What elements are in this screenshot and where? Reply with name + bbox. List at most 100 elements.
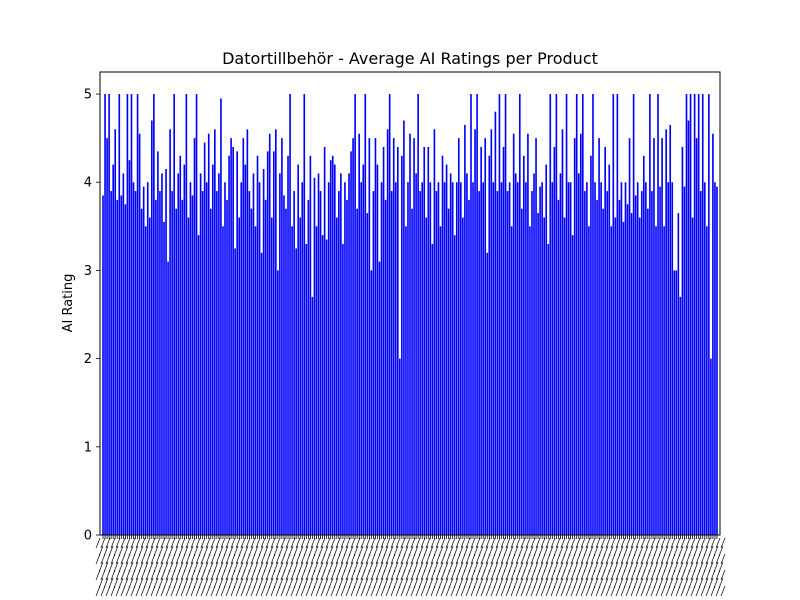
bar	[205, 182, 208, 536]
x-tick-label-stroke	[360, 569, 366, 581]
x-tick-label-stroke	[420, 553, 426, 565]
bar	[333, 164, 336, 535]
x-tick-label-stroke	[290, 585, 296, 597]
x-tick-label-stroke	[480, 569, 486, 581]
x-tick-label-stroke	[315, 553, 321, 565]
x-tick-label-stroke	[555, 569, 561, 581]
x-tick-label-stroke	[415, 553, 421, 565]
x-tick-label-stroke	[285, 569, 291, 581]
bar	[634, 195, 637, 535]
x-tick-label-stroke	[120, 569, 126, 581]
bar	[342, 243, 344, 535]
x-tick-label-stroke	[700, 569, 706, 581]
x-tick-label-stroke	[595, 585, 601, 597]
bar	[561, 129, 564, 535]
x-tick-label-stroke	[200, 585, 206, 597]
bar	[348, 173, 350, 536]
x-tick-label-stroke	[180, 537, 186, 549]
x-tick-label-stroke	[315, 569, 321, 581]
bar	[620, 182, 623, 536]
x-tick-label-stroke	[445, 569, 451, 581]
x-tick-label-stroke	[485, 553, 491, 565]
x-tick-label-stroke	[385, 537, 391, 549]
x-tick-label-stroke	[495, 585, 501, 597]
bar	[256, 155, 259, 535]
x-tick-label-stroke	[270, 553, 276, 565]
x-tick-label-stroke	[620, 553, 626, 565]
x-tick-label-stroke	[520, 553, 526, 565]
x-tick-label-stroke	[250, 585, 256, 597]
x-tick-label-stroke	[345, 585, 351, 597]
x-tick-label-stroke	[255, 537, 261, 549]
chart-title: Datortillbehör - Average AI Ratings per …	[222, 49, 598, 68]
bar	[136, 94, 139, 536]
x-tick-label-stroke	[575, 585, 581, 597]
bar	[222, 226, 224, 535]
bar	[293, 191, 295, 535]
bar	[498, 94, 501, 536]
bar	[661, 138, 663, 535]
bar	[673, 270, 676, 535]
bar	[588, 226, 590, 535]
x-tick-label-stroke	[510, 537, 516, 549]
bar	[581, 94, 584, 536]
y-tick-label: 3	[84, 264, 92, 279]
bar	[327, 182, 330, 536]
x-tick-label-stroke	[470, 569, 476, 581]
x-tick-label-stroke	[640, 585, 646, 597]
bar	[295, 248, 297, 535]
bar	[346, 199, 348, 535]
x-tick-label-stroke	[145, 569, 151, 581]
bar	[108, 94, 110, 536]
bar	[685, 94, 688, 536]
bar	[403, 120, 405, 535]
bar	[301, 182, 304, 536]
x-tick-label-stroke	[215, 569, 221, 581]
x-tick-label-stroke	[560, 553, 566, 565]
x-tick-label-stroke	[430, 585, 436, 597]
x-tick-label-stroke	[615, 585, 621, 597]
x-tick-label-stroke	[515, 569, 521, 581]
bar	[592, 94, 594, 536]
x-tick-label-stroke	[510, 553, 516, 565]
bar	[148, 217, 151, 535]
x-tick-label-stroke	[415, 585, 421, 597]
x-tick-label-stroke	[325, 537, 331, 549]
x-tick-label-stroke	[390, 585, 396, 597]
x-tick-label-stroke	[635, 569, 641, 581]
bar	[390, 191, 393, 535]
x-tick-label-stroke	[670, 585, 676, 597]
x-tick-label-stroke	[635, 553, 641, 565]
bar	[169, 129, 171, 535]
x-tick-label-stroke	[450, 569, 456, 581]
x-tick-label-stroke	[490, 569, 496, 581]
x-tick-label-stroke	[160, 537, 166, 549]
x-tick-label-stroke	[540, 569, 546, 581]
x-tick-label-stroke	[360, 585, 366, 597]
bar	[472, 182, 474, 536]
x-tick-label-stroke	[665, 553, 671, 565]
x-tick-label-stroke	[610, 553, 616, 565]
bar	[691, 217, 694, 535]
x-tick-label-stroke	[590, 537, 596, 549]
x-tick-label-stroke	[400, 537, 406, 549]
bar	[476, 94, 478, 536]
x-tick-label-stroke	[435, 553, 441, 565]
x-tick-label-stroke	[560, 569, 566, 581]
x-tick-label-stroke	[515, 585, 521, 597]
bar	[663, 226, 665, 535]
x-tick-label-stroke	[275, 569, 281, 581]
bar	[405, 226, 407, 535]
bar	[683, 186, 686, 535]
x-tick-label-stroke	[375, 585, 381, 597]
x-tick-label-stroke	[355, 569, 361, 581]
x-tick-label-stroke	[225, 537, 231, 549]
x-tick-label-stroke	[355, 537, 361, 549]
x-tick-label-stroke	[560, 537, 566, 549]
bar	[551, 182, 554, 536]
x-tick-label-stroke	[680, 537, 686, 549]
bar	[647, 208, 649, 535]
bar	[455, 182, 458, 536]
bar	[600, 182, 602, 536]
x-tick-label-stroke	[105, 537, 111, 549]
